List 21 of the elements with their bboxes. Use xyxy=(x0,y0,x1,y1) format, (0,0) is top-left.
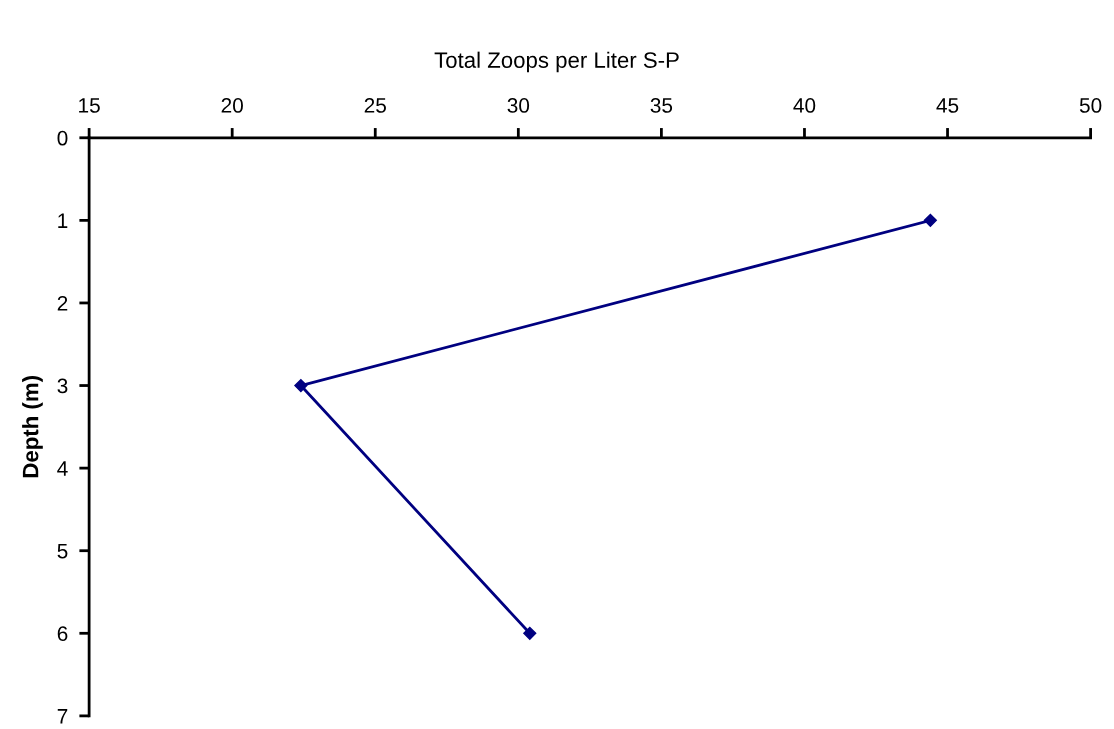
point xyxy=(523,626,537,640)
y-tick-label: 0 xyxy=(57,130,68,146)
x-tick-label: 50 xyxy=(1079,98,1102,113)
x-tick-label: 35 xyxy=(650,98,673,113)
y-tick-label: 6 xyxy=(57,626,68,642)
y-tick-label: 4 xyxy=(57,461,68,476)
y-axis-title: Depth (m) xyxy=(22,376,43,478)
x-tick-label: 40 xyxy=(793,98,816,113)
x-tick-label: 30 xyxy=(507,98,530,113)
y-tick-label: 7 xyxy=(57,709,68,724)
x-tick-label: 25 xyxy=(364,98,386,113)
point xyxy=(923,213,937,227)
x-tick-label: 20 xyxy=(221,98,243,113)
y-tick-label: 1 xyxy=(58,213,68,228)
y-tick-label: 3 xyxy=(57,378,68,394)
chart-title: Total Zoops per Liter S-P xyxy=(434,51,679,73)
y-tick-label: 5 xyxy=(57,543,68,559)
y-tick-label: 2 xyxy=(57,295,68,311)
point xyxy=(294,378,308,393)
x-tick-label: 15 xyxy=(79,98,100,113)
x-tick-label: 45 xyxy=(936,98,959,113)
